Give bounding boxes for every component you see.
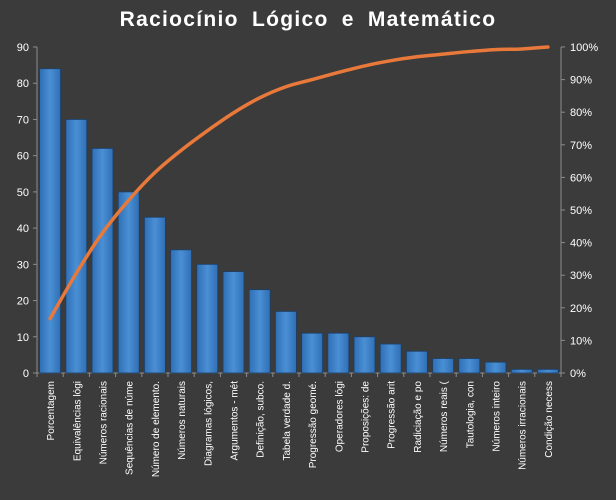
- bar: [484, 361, 507, 374]
- y-tick-label: 0: [23, 368, 29, 380]
- x-category-label: Sequências de núme: [125, 381, 136, 475]
- y2-tick-label: 90%: [570, 75, 592, 87]
- y-tick-label: 50: [17, 187, 29, 199]
- y2-tick-label: 20%: [570, 303, 592, 315]
- y-tick-label: 20: [17, 296, 29, 308]
- x-category-label: Definição, subco.: [256, 381, 267, 458]
- bar: [353, 336, 376, 374]
- bar: [458, 358, 481, 374]
- bar: [301, 332, 323, 374]
- x-category-label: Proposições: de: [361, 381, 372, 453]
- y-tick-label: 40: [17, 223, 29, 235]
- cumulative-line: [48, 45, 550, 321]
- bar: [39, 68, 61, 374]
- bar: [432, 358, 454, 374]
- x-category-label: Condição necess: [544, 381, 555, 458]
- x-category-label: Tabela verdade d.: [282, 381, 293, 461]
- bar: [248, 289, 271, 374]
- y-tick-label: 70: [17, 114, 29, 126]
- x-category-label: Progressão arit: [387, 381, 398, 449]
- bar: [222, 271, 245, 374]
- x-category-label: Equivalências lógi: [72, 381, 83, 461]
- bar: [379, 343, 402, 374]
- y2-tick-label: 0%: [570, 368, 586, 380]
- x-category-label: Números racionais: [99, 381, 110, 464]
- y2-tick-label: 80%: [570, 107, 592, 119]
- y2-tick-label: 30%: [570, 270, 592, 282]
- x-category-label: Tautologia, con: [465, 381, 476, 448]
- bar: [327, 332, 350, 374]
- x-category-label: Números inteiro: [492, 381, 503, 452]
- x-category-label: Progressão geomé.: [308, 381, 319, 468]
- x-category-label: Números reais (: [439, 380, 450, 452]
- y2-tick-label: 40%: [570, 238, 592, 250]
- x-category-label: Diagramas lógicos,: [203, 381, 214, 466]
- y-tick-label: 80: [17, 78, 29, 90]
- y2-tick-label: 100%: [570, 42, 598, 54]
- y2-tick-label: 50%: [570, 205, 592, 217]
- x-category-label: Números naturais: [177, 381, 188, 460]
- bar: [275, 311, 297, 374]
- bar: [510, 368, 533, 374]
- x-category-label: Argumentos - mét: [230, 381, 241, 461]
- bar: [144, 216, 166, 374]
- y-tick-label: 60: [17, 151, 29, 163]
- bar: [196, 263, 219, 374]
- y-tick-label: 10: [17, 332, 29, 344]
- y-tick-label: 90: [17, 42, 29, 54]
- bar: [537, 368, 559, 374]
- chart-title: Raciocínio Lógico e Matemático: [119, 8, 497, 31]
- bar: [406, 350, 428, 374]
- y2-tick-label: 60%: [570, 172, 592, 184]
- bar: [91, 148, 114, 374]
- y-tick-label: 30: [17, 259, 29, 271]
- y2-tick-label: 10%: [570, 335, 592, 347]
- bar: [117, 191, 140, 374]
- x-category-label: Radiciação e po: [413, 381, 424, 453]
- bar: [170, 249, 192, 374]
- x-category-label: Números irracionais: [518, 381, 529, 470]
- x-category-label: Porcentagem: [46, 381, 57, 440]
- x-category-label: Operadores lógi: [334, 381, 345, 452]
- y2-tick-label: 70%: [570, 140, 592, 152]
- x-category-label: Número de elemento.: [151, 381, 162, 477]
- bar: [65, 119, 88, 374]
